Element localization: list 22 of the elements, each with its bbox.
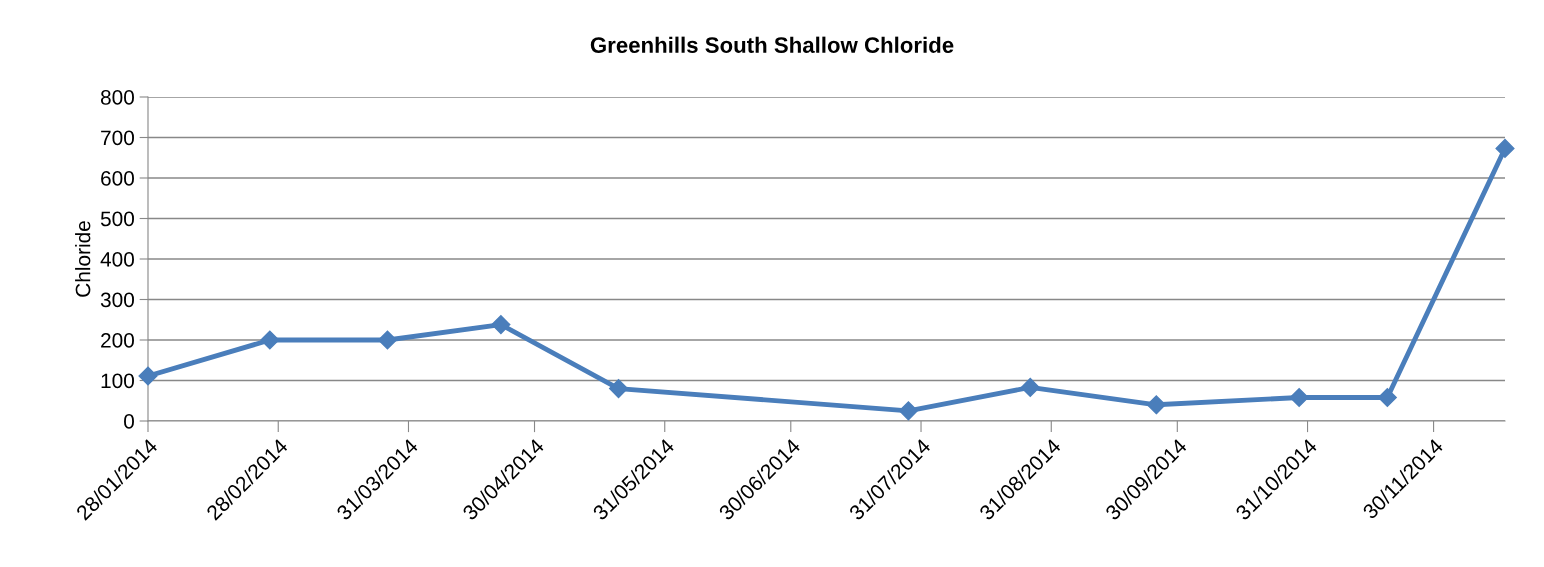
point [1146, 395, 1166, 415]
y-tick-label: 100 [101, 373, 134, 389]
y-tick-label: 400 [100, 252, 134, 267]
point [1289, 387, 1309, 408]
point [138, 366, 158, 386]
point [260, 330, 280, 350]
y-tick-label: 600 [101, 171, 134, 186]
chart-title: Greenhills South Shallow Chloride [590, 36, 954, 53]
y-tick-label: 500 [100, 211, 134, 227]
y-tick-label: 300 [100, 292, 134, 308]
point [609, 379, 629, 399]
y-axis-title: Chloride [75, 221, 91, 297]
y-tick-label: 200 [101, 333, 134, 348]
point [1377, 387, 1397, 408]
y-tick-label: 0 [124, 414, 134, 429]
point [377, 330, 398, 350]
point [1495, 138, 1515, 158]
point [898, 401, 918, 421]
point [491, 315, 511, 335]
point [1020, 377, 1040, 397]
y-tick-label: 800 [100, 90, 134, 105]
y-tick-label: 700 [101, 130, 134, 146]
